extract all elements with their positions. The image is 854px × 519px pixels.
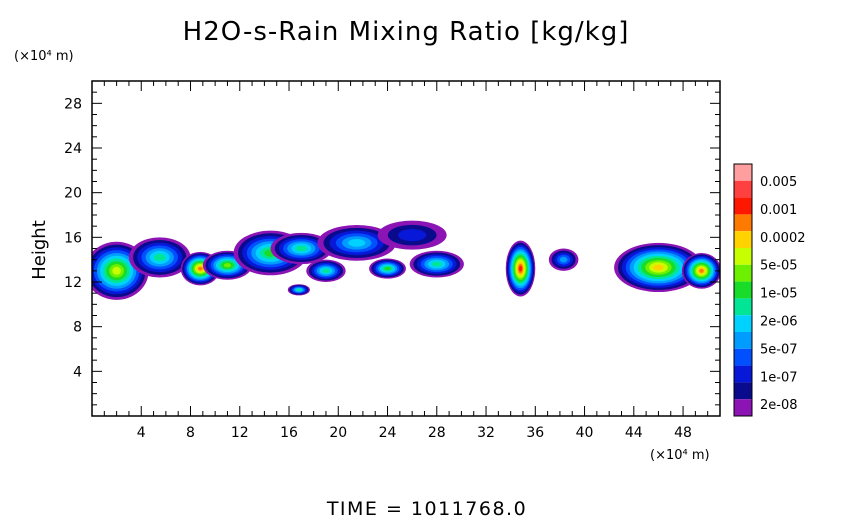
y-tick-label: 28	[64, 96, 82, 112]
colorbar-swatch	[734, 164, 752, 181]
x-tick-label: 44	[625, 425, 643, 441]
x-tick-label: 8	[186, 425, 195, 441]
x-tick-label: 32	[477, 425, 495, 441]
cloud-contour	[348, 239, 366, 247]
y-tick-label: 20	[64, 186, 82, 202]
x-tick-label: 20	[329, 425, 347, 441]
colorbar-swatch	[734, 180, 752, 198]
cloud-contour	[112, 266, 121, 275]
colorbar-swatch	[734, 214, 752, 232]
colorbar-swatch	[734, 315, 752, 332]
colorbar-swatch	[734, 281, 752, 299]
colorbar-swatch	[734, 382, 752, 400]
rain-field	[92, 220, 720, 300]
x-tick-label: 4	[137, 425, 146, 441]
colorbar-label: 1e-07	[760, 370, 798, 385]
cloud-contour	[431, 261, 442, 267]
cloud-contour	[198, 266, 203, 271]
x-tick-label: 28	[428, 425, 446, 441]
cloud-contour	[223, 263, 232, 268]
cloud-contour	[384, 266, 391, 271]
colorbar-label: 0.005	[760, 175, 797, 190]
colorbar-label: 1e-05	[760, 287, 798, 302]
x-tick-label: 16	[280, 425, 298, 441]
y-tick-label: 16	[64, 230, 82, 246]
cloud-contour	[153, 253, 166, 262]
colorbar: 0.005 0.001 0.0002 5e-05 1e-05 2e-06 5e-07 1e-0…	[733, 163, 806, 417]
x-axis-unit-label: (×10⁴ m)	[650, 448, 710, 463]
y-tick-label: 8	[73, 320, 82, 336]
colorbar-swatch	[734, 399, 752, 416]
colorbar-frame	[733, 163, 753, 417]
cloud-contour	[559, 256, 568, 263]
x-tick-label: 36	[526, 425, 544, 441]
x-tick-label: 40	[576, 425, 594, 441]
colorbar-label: 5e-05	[760, 259, 798, 274]
colorbar-swatch	[734, 231, 752, 248]
cloud-contour	[322, 268, 330, 273]
colorbar-label: 5e-07	[760, 342, 798, 357]
colorbar-swatch	[734, 248, 752, 265]
x-axis-ticks: 4 8 12 16 20 24 28 32 36 40 44 48	[103, 81, 709, 441]
y-tick-label: 24	[64, 141, 82, 157]
colorbar-swatch	[734, 197, 752, 215]
y-axis-label: Height	[29, 220, 50, 280]
cloud-contour	[397, 229, 427, 242]
y-axis-unit-label: (×10⁴ m)	[14, 49, 74, 64]
y-axis-ticks: 4 8 12 16 20 24 28	[64, 91, 720, 406]
cloud-contour	[652, 264, 664, 271]
y-tick-label: 12	[64, 275, 82, 291]
cloud-contour	[296, 288, 301, 291]
cloud-contour	[518, 265, 523, 272]
colorbar-label: 2e-06	[760, 315, 798, 330]
colorbar-label: 0.0002	[760, 231, 806, 246]
cloud-contour	[295, 245, 308, 252]
time-label: TIME = 1011768.0	[326, 498, 527, 519]
colorbar-label: 2e-08	[760, 398, 798, 413]
cloud-contour	[699, 268, 704, 273]
chart-title: H2O-s-Rain Mixing Ratio [kg/kg]	[183, 17, 630, 47]
colorbar-swatch	[734, 348, 752, 366]
colorbar-swatch	[734, 264, 752, 282]
x-tick-label: 24	[379, 425, 397, 441]
x-tick-label: 12	[231, 425, 249, 441]
colorbar-label: 0.001	[760, 203, 797, 218]
x-tick-label: 48	[674, 425, 692, 441]
colorbar-swatch	[734, 365, 752, 383]
colorbar-swatch	[734, 332, 752, 349]
y-tick-label: 4	[73, 364, 82, 380]
colorbar-swatch	[734, 298, 752, 316]
